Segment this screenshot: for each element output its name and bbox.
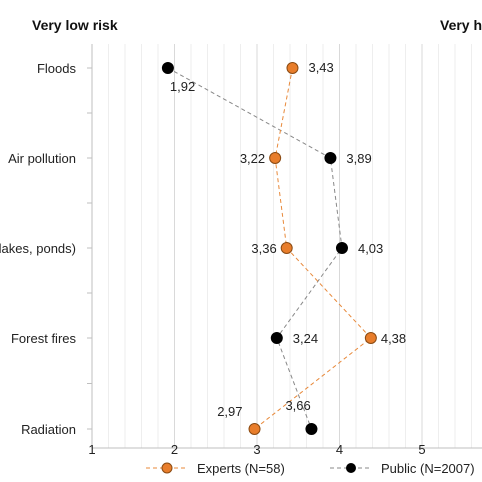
data-label-public: 3,89 — [346, 151, 371, 166]
category-labels: Floods Air pollution Water pollution (rive… — [0, 61, 76, 437]
category-label: Water pollution (rivers, lakes, ponds) — [0, 241, 76, 256]
data-label-experts: 3,43 — [308, 60, 333, 75]
category-label: Radiation — [21, 422, 76, 437]
data-label-public: 4,03 — [358, 241, 383, 256]
data-point-public — [305, 423, 318, 435]
data-point-experts — [248, 423, 261, 435]
legend: Experts (N=58) Public (N=2007) — [146, 461, 475, 476]
data-point-experts — [364, 332, 377, 344]
legend-label-experts: Experts (N=58) — [197, 461, 285, 476]
data-point-experts — [286, 62, 299, 74]
x-tick-label: 5 — [418, 442, 425, 457]
data-label-experts: 2,97 — [217, 404, 242, 419]
x-tick-label: 3 — [253, 442, 260, 457]
data-label-experts: 3,22 — [240, 151, 265, 166]
category-label: Air pollution — [8, 151, 76, 166]
x-tick-label: 1 — [88, 442, 95, 457]
data-point-public — [270, 332, 283, 344]
data-point-experts — [269, 152, 282, 164]
legend-marker-experts — [161, 462, 173, 474]
data-label-public: 1,92 — [170, 79, 195, 94]
data-point-experts — [280, 242, 293, 254]
data-label-public: 3,66 — [285, 398, 310, 413]
scale-right-label: Very high risk — [440, 17, 482, 33]
category-label: Floods — [37, 61, 77, 76]
x-tick-label: 2 — [171, 442, 178, 457]
data-point-public — [335, 242, 348, 254]
legend-marker-public — [346, 463, 356, 473]
legend-entry-experts: Experts (N=58) — [146, 461, 285, 476]
category-label: Forest fires — [11, 331, 77, 346]
data-label-experts: 4,38 — [381, 331, 406, 346]
x-tick-label: 4 — [336, 442, 343, 457]
axes — [87, 44, 482, 449]
data-point-public — [161, 62, 174, 74]
x-tick-labels: 1 2 3 4 5 — [88, 442, 425, 457]
scale-left-label: Very low risk — [32, 17, 118, 33]
legend-label-public: Public (N=2007) — [381, 461, 475, 476]
legend-entry-public: Public (N=2007) — [330, 461, 475, 476]
data-label-public: 3,24 — [293, 331, 318, 346]
data-label-experts: 3,36 — [251, 241, 276, 256]
series: 1,92 3,89 4,03 3,24 3,66 3,43 3,22 3,36 4,38 2,97 — [161, 60, 406, 435]
data-point-public — [324, 152, 337, 164]
